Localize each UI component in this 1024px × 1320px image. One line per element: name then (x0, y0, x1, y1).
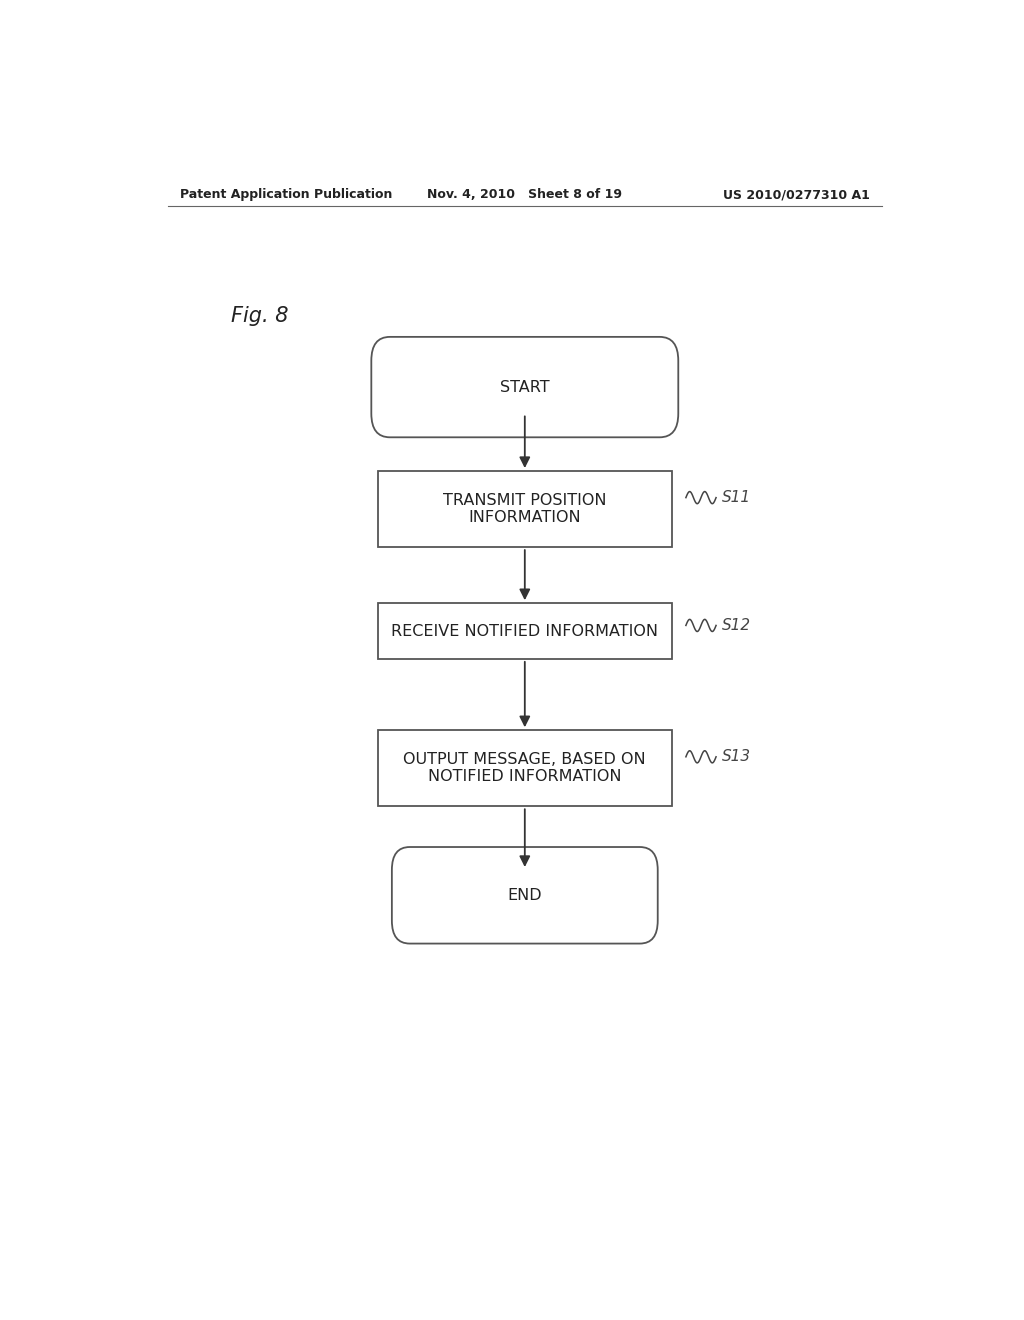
Text: S12: S12 (722, 618, 751, 632)
Text: S11: S11 (722, 490, 751, 506)
Text: OUTPUT MESSAGE, BASED ON
NOTIFIED INFORMATION: OUTPUT MESSAGE, BASED ON NOTIFIED INFORM… (403, 752, 646, 784)
Bar (378, 603, 672, 659)
FancyBboxPatch shape (372, 337, 678, 437)
Text: START: START (500, 380, 550, 395)
Text: S13: S13 (722, 750, 751, 764)
Bar (378, 730, 672, 807)
Text: Nov. 4, 2010   Sheet 8 of 19: Nov. 4, 2010 Sheet 8 of 19 (427, 189, 623, 202)
Text: RECEIVE NOTIFIED INFORMATION: RECEIVE NOTIFIED INFORMATION (391, 623, 658, 639)
Text: Fig. 8: Fig. 8 (231, 306, 289, 326)
Text: TRANSMIT POSITION
INFORMATION: TRANSMIT POSITION INFORMATION (443, 492, 606, 525)
Text: END: END (508, 888, 542, 903)
Text: Patent Application Publication: Patent Application Publication (179, 189, 392, 202)
Text: US 2010/0277310 A1: US 2010/0277310 A1 (723, 189, 870, 202)
Bar (378, 471, 672, 548)
FancyBboxPatch shape (392, 847, 657, 944)
